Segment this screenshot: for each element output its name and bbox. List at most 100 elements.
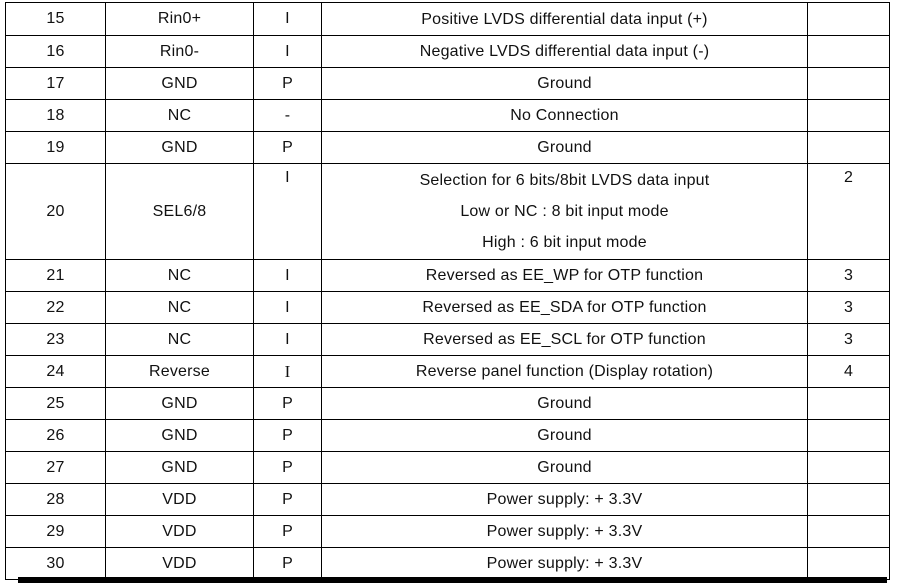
- table-row: 23 NC I Reversed as EE_SCL for OTP function…: [5, 323, 890, 356]
- cell-pin: 28: [5, 483, 106, 516]
- description-line: Low or NC : 8 bit input mode: [460, 203, 669, 220]
- table-row: 24 Reverse I Reverse panel function (Displa…: [5, 355, 890, 388]
- cell-desc: Ground: [321, 419, 808, 452]
- cell-desc: Reverse panel function (Display rotation…: [321, 355, 808, 388]
- cell-symbol: GND: [105, 451, 254, 484]
- pin-table-body: 15 Rin0+ I Positive LVDS differential data …: [5, 2, 890, 580]
- cell-io: I: [253, 323, 322, 356]
- cell-symbol: GND: [105, 67, 254, 100]
- cell-symbol: GND: [105, 419, 254, 452]
- cell-symbol: VDD: [105, 547, 254, 580]
- table-row: 21 NC I Reversed as EE_WP for OTP function 3: [5, 259, 890, 292]
- description-line: Ground: [537, 395, 592, 412]
- table-row: 17 GND P Ground: [5, 67, 890, 100]
- cell-io: P: [253, 387, 322, 420]
- cell-note: [807, 451, 890, 484]
- description-line: Ground: [537, 427, 592, 444]
- cell-io: P: [253, 67, 322, 100]
- table-row: 18 NC - No Connection: [5, 99, 890, 132]
- cell-desc: Ground: [321, 451, 808, 484]
- cell-note: [807, 35, 890, 68]
- cell-io: I: [253, 355, 322, 388]
- cell-desc: Reversed as EE_WP for OTP function: [321, 259, 808, 292]
- cell-pin: 21: [5, 259, 106, 292]
- cell-desc: Selection for 6 bits/8bit LVDS data inpu…: [321, 163, 808, 260]
- description-line: Ground: [537, 75, 592, 92]
- cell-note: [807, 2, 890, 36]
- cell-note: [807, 515, 890, 548]
- description-line: Reversed as EE_SCL for OTP function: [423, 331, 706, 348]
- cell-pin: 24: [5, 355, 106, 388]
- cell-symbol: GND: [105, 131, 254, 164]
- table-row: 20 SEL6/8 I Selection for 6 bits/8bit LVDS …: [5, 163, 890, 260]
- cell-note: 3: [807, 323, 890, 356]
- description-line: No Connection: [510, 107, 619, 124]
- cell-note: [807, 547, 890, 580]
- cell-symbol: SEL6/8: [105, 163, 254, 260]
- cell-pin: 16: [5, 35, 106, 68]
- cell-symbol: NC: [105, 99, 254, 132]
- cell-pin: 15: [5, 2, 106, 36]
- table-row: 29 VDD P Power supply: + 3.3V: [5, 515, 890, 548]
- cell-pin: 19: [5, 131, 106, 164]
- cell-symbol: NC: [105, 291, 254, 324]
- table-row: 22 NC I Reversed as EE_SDA for OTP function…: [5, 291, 890, 324]
- cell-pin: 20: [5, 163, 106, 260]
- cell-pin: 26: [5, 419, 106, 452]
- cell-desc: No Connection: [321, 99, 808, 132]
- cell-symbol: GND: [105, 387, 254, 420]
- cell-io: -: [253, 99, 322, 132]
- cell-symbol: Rin0-: [105, 35, 254, 68]
- cell-note: [807, 483, 890, 516]
- table-row: 15 Rin0+ I Positive LVDS differential data …: [5, 2, 890, 36]
- cell-symbol: VDD: [105, 515, 254, 548]
- cell-symbol: NC: [105, 323, 254, 356]
- cell-io: P: [253, 451, 322, 484]
- cell-desc: Negative LVDS differential data input (-…: [321, 35, 808, 68]
- cell-note: 3: [807, 291, 890, 324]
- cell-io: P: [253, 515, 322, 548]
- pin-description-table: 15 Rin0+ I Positive LVDS differential data …: [5, 2, 890, 580]
- description-line: Power supply: + 3.3V: [486, 555, 643, 572]
- cell-note: 3: [807, 259, 890, 292]
- cell-symbol: Reverse: [105, 355, 254, 388]
- cell-io: I: [253, 259, 322, 292]
- description-line: Negative LVDS differential data input (-…: [419, 43, 710, 60]
- description-line: Power supply: + 3.3V: [486, 523, 643, 540]
- cell-io: I: [253, 2, 322, 36]
- cell-pin: 23: [5, 323, 106, 356]
- cell-pin: 17: [5, 67, 106, 100]
- cell-note: 4: [807, 355, 890, 388]
- description-line: Ground: [537, 139, 592, 156]
- cell-io: P: [253, 483, 322, 516]
- cell-pin: 29: [5, 515, 106, 548]
- cell-pin: 27: [5, 451, 106, 484]
- description-line: Reverse panel function (Display rotation…: [415, 363, 714, 380]
- description-line: Power supply: + 3.3V: [486, 491, 643, 508]
- cell-desc: Reversed as EE_SCL for OTP function: [321, 323, 808, 356]
- cell-desc: Power supply: + 3.3V: [321, 515, 808, 548]
- cell-io: I: [253, 163, 322, 260]
- table-row: 27 GND P Ground: [5, 451, 890, 484]
- cell-symbol: NC: [105, 259, 254, 292]
- cell-io: P: [253, 547, 322, 580]
- cell-note: [807, 67, 890, 100]
- table-row: 30 VDD P Power supply: + 3.3V: [5, 547, 890, 580]
- cell-symbol: VDD: [105, 483, 254, 516]
- cell-desc: Power supply: + 3.3V: [321, 547, 808, 580]
- cell-io: P: [253, 419, 322, 452]
- table-row: 26 GND P Ground: [5, 419, 890, 452]
- description-line: Reversed as EE_WP for OTP function: [425, 267, 704, 284]
- description-line: Positive LVDS differential data input (+…: [421, 10, 708, 28]
- bottom-black-bar: [18, 577, 887, 583]
- table-row: 28 VDD P Power supply: + 3.3V: [5, 483, 890, 516]
- cell-pin: 25: [5, 387, 106, 420]
- cell-note: 2: [807, 163, 890, 260]
- cell-pin: 30: [5, 547, 106, 580]
- cell-io: I: [253, 291, 322, 324]
- cell-note: [807, 99, 890, 132]
- cell-io: P: [253, 131, 322, 164]
- description-line: Selection for 6 bits/8bit LVDS data inpu…: [419, 172, 710, 189]
- description-line: Ground: [537, 459, 592, 476]
